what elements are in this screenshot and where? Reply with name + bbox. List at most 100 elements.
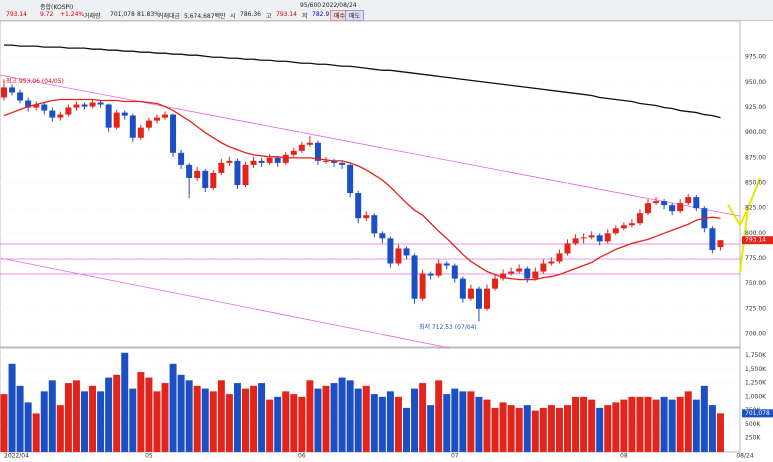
candle-body (41, 104, 48, 111)
candle-body (435, 263, 442, 276)
volume-bar (137, 372, 145, 452)
volume-bar (250, 385, 258, 452)
candle-body (371, 215, 378, 234)
volume-bar (483, 399, 491, 452)
volume-bar (16, 385, 24, 452)
volume-bar (628, 396, 636, 452)
y-tick-label: 700.00 (745, 330, 766, 337)
volume-bar (692, 399, 700, 452)
high: 793.14 (276, 11, 297, 18)
candle-body (645, 203, 651, 214)
volume-bar (427, 405, 435, 452)
volume-bar (443, 394, 451, 452)
x-tick-label: 08 (620, 453, 628, 460)
volume-bar (676, 396, 684, 452)
volume-label-box (742, 409, 773, 418)
candle-body (387, 238, 394, 264)
candle-body (57, 114, 64, 118)
volume-bar (145, 377, 153, 452)
y-tick-label: 800.00 (745, 230, 766, 237)
candle-body (612, 228, 619, 234)
open-label: 시 (230, 13, 236, 20)
volume-bar (467, 391, 475, 452)
market[interactable]: 종합(KOSPI) (40, 4, 74, 11)
volume-bar (604, 405, 612, 452)
volume-bar (274, 396, 282, 452)
price-frame (0, 20, 741, 348)
open: 786.36 (240, 11, 261, 18)
volume-bar (177, 374, 185, 452)
volume-bar (153, 391, 161, 452)
low: 782.97 (312, 11, 333, 18)
candle-body (266, 157, 273, 163)
candle-body (403, 248, 410, 256)
volume-bar (564, 405, 571, 452)
volume-bar (258, 383, 266, 452)
annotation: 최고 953.06 (04/05) (6, 77, 64, 85)
candle-body (314, 142, 321, 161)
volume-bar (242, 388, 249, 452)
y2-tick-label: 500K (745, 421, 761, 428)
annotation: 최저 712.53 (07/04) (419, 323, 477, 331)
volume-bar (419, 383, 427, 452)
volume-bar (411, 388, 419, 452)
candle-body (427, 273, 434, 276)
candle-body (210, 172, 217, 189)
candle-body (282, 154, 289, 163)
volume-bar (531, 410, 539, 452)
candle-body (636, 213, 643, 224)
volume-bar (394, 396, 402, 452)
volume-bar (161, 383, 169, 452)
volume-bar (547, 405, 555, 452)
y-tick-label: 875.00 (745, 154, 766, 161)
y2-tick-label: 1,750K (745, 352, 767, 359)
candle-body (81, 104, 88, 107)
volume-bar (72, 380, 80, 452)
toolbar: 종합(KOSPI) 95/600 2022/08/24 793.14 9.72 … (0, 0, 773, 21)
candle-body (524, 268, 531, 279)
volume-bar (708, 405, 716, 452)
y-tick-label: 850.00 (745, 179, 766, 186)
volume-bar (403, 407, 410, 452)
candle-body (178, 152, 185, 165)
y2-tick-label: 250K (745, 435, 761, 442)
volume-bar (620, 399, 628, 452)
volume-bar (580, 396, 588, 452)
candle-body (669, 205, 676, 212)
candle-body (153, 117, 160, 121)
volume-bar (491, 407, 499, 452)
volume-bar (40, 391, 48, 452)
y2-tick-label: 1,500K (745, 366, 767, 373)
volume-bar (378, 396, 386, 452)
candle-body (170, 114, 177, 153)
candle-body (661, 201, 668, 206)
candle-body (443, 263, 450, 266)
candle-body (653, 201, 660, 204)
y-tick-label: 975.00 (745, 54, 766, 61)
y-tick-label: 725.00 (745, 305, 766, 312)
trend-line (0, 257, 451, 349)
moving-average (3, 98, 721, 281)
volume-bar (668, 399, 676, 452)
candle-body (137, 127, 144, 138)
candle-body (73, 104, 80, 108)
volume-bar (185, 380, 193, 452)
candle-body (105, 104, 112, 128)
candle-body (298, 144, 305, 151)
candle-body (25, 100, 32, 108)
date[interactable]: 2022/08/24 (322, 2, 357, 9)
volume-bar (314, 388, 322, 452)
candle-body (717, 240, 724, 248)
volume-bar (523, 405, 531, 452)
candle-body (113, 112, 120, 128)
candle-body (65, 107, 72, 115)
candle-body (379, 233, 386, 239)
volume-bar (660, 396, 668, 452)
volume-bar (555, 407, 563, 452)
candle-body (709, 228, 716, 250)
candle-body (186, 164, 193, 178)
candle-body (145, 120, 152, 128)
candle-body (685, 197, 692, 204)
